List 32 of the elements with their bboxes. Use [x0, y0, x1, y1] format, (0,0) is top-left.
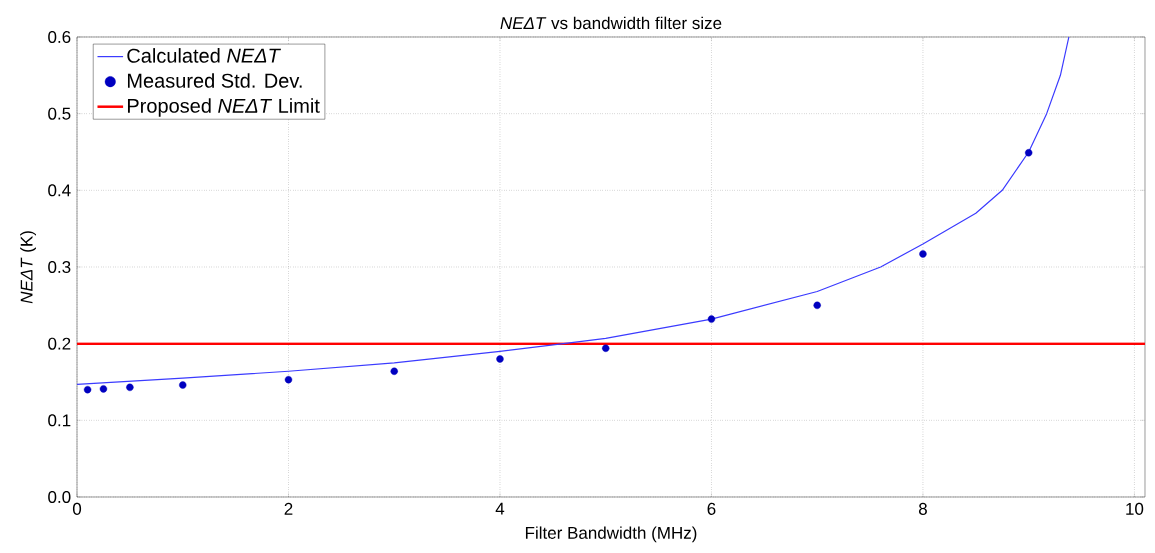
- point: [919, 250, 927, 258]
- point: [496, 355, 504, 363]
- point: [1024, 149, 1033, 157]
- x-tick-label: 6: [707, 502, 716, 515]
- x-tick-label: 4: [495, 502, 505, 515]
- y-axis-title: NEΔT (K): [20, 231, 36, 304]
- line-series: [77, 36, 1070, 385]
- y-tick-label: 0.4: [48, 184, 71, 197]
- point: [284, 375, 293, 384]
- legend-label: Measured Std. Dev.: [127, 73, 302, 88]
- x-tick-label: 8: [918, 502, 927, 515]
- x-tick-label: 2: [284, 502, 293, 515]
- y-tick-label: 0.2: [48, 337, 71, 350]
- point: [602, 344, 610, 352]
- y-tick-label: 0.6: [48, 30, 71, 44]
- point: [390, 367, 398, 375]
- y-tick-label: 0.5: [48, 107, 71, 120]
- y-tick-label: 0.1: [48, 414, 71, 427]
- point: [707, 315, 716, 323]
- x-tick-label: 10: [1126, 502, 1144, 515]
- x-tick-label: 0: [72, 502, 82, 515]
- point: [126, 383, 134, 392]
- point: [83, 385, 92, 394]
- y-tick-label: 0.3: [48, 260, 71, 274]
- point: [813, 301, 821, 310]
- point: [99, 385, 108, 393]
- legend-label: Calculated NEΔT: [127, 48, 281, 63]
- point: [179, 381, 187, 389]
- y-tick-label: 0.0: [48, 490, 71, 504]
- legend-label: Proposed NEΔT Limit: [127, 98, 320, 117]
- chart-title: NEΔT vs bandwidth filter size: [500, 16, 722, 30]
- x-axis-title: Filter Bandwidth (MHz): [525, 526, 697, 543]
